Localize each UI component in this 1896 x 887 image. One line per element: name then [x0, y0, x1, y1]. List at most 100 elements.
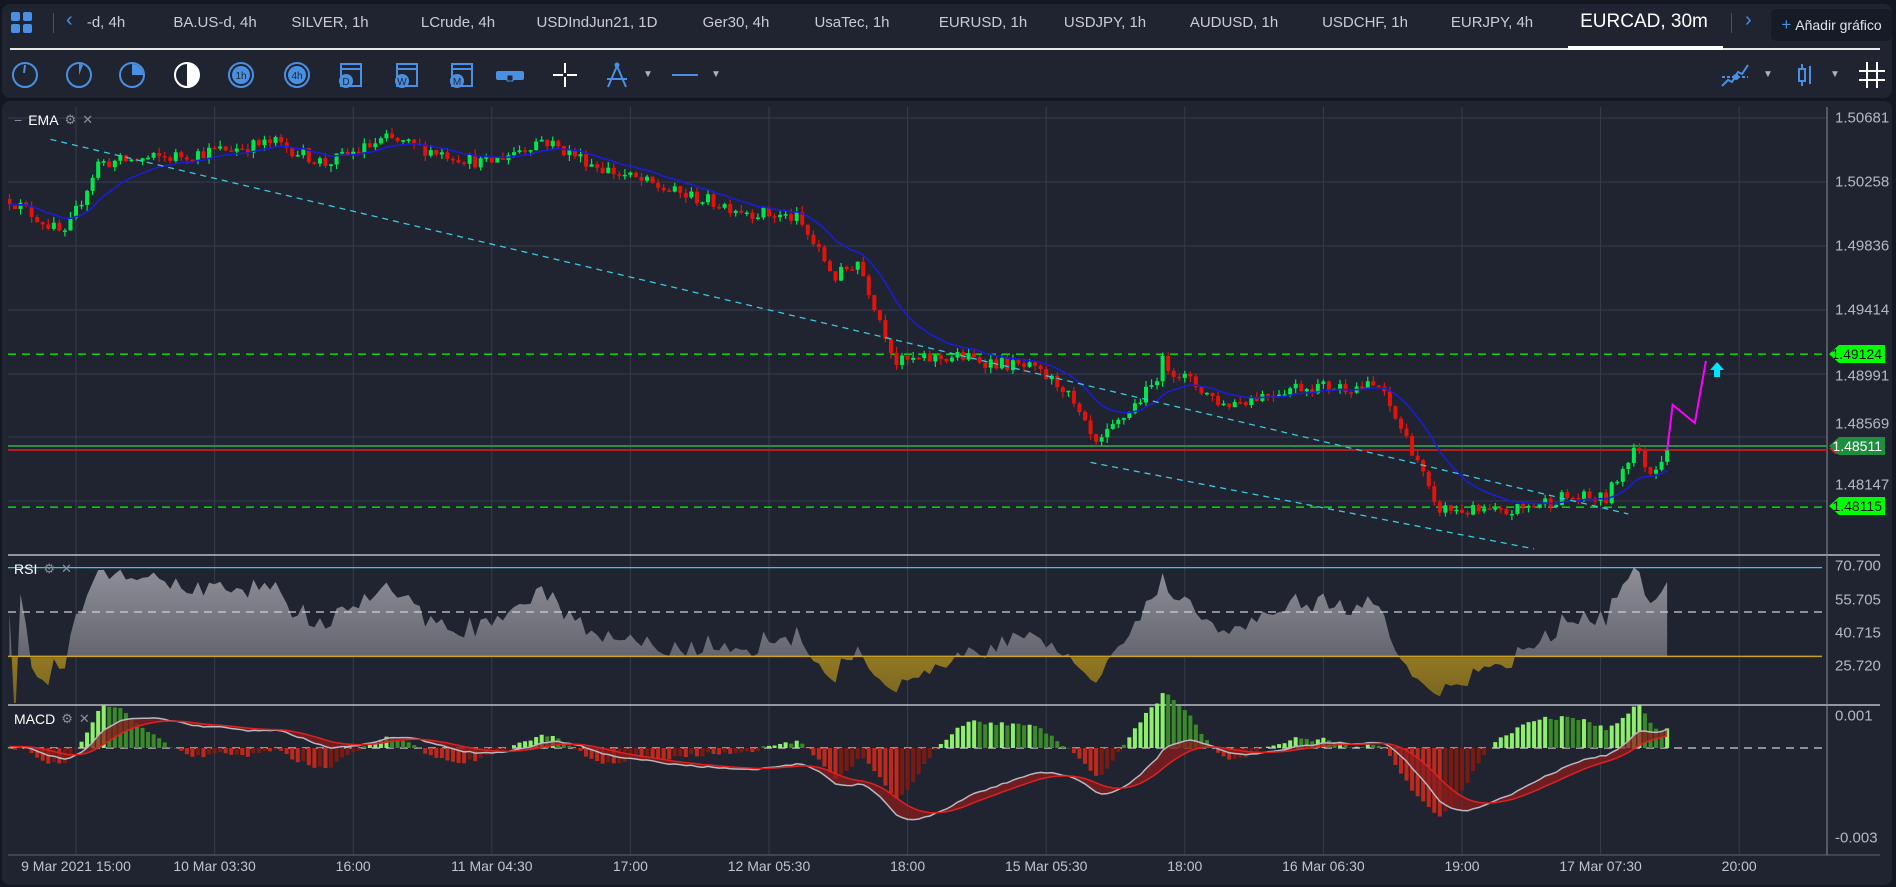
1h-clock-icon[interactable]: 1h — [226, 60, 256, 90]
candle-body — [550, 140, 555, 147]
daily-calendar-icon[interactable]: D — [335, 60, 365, 90]
tabs-scroll-left-chevron-icon[interactable]: ‹ — [66, 9, 73, 31]
candle-body — [462, 162, 467, 164]
macd-histogram-bar — [1143, 712, 1148, 748]
tab-symbol[interactable]: USDCHF, 1h — [1322, 14, 1408, 31]
candle-body — [295, 155, 300, 157]
close-icon[interactable]: ✕ — [78, 711, 90, 726]
macd-histogram-bar — [295, 748, 300, 763]
macd-histogram-bar — [1088, 748, 1093, 771]
macd-histogram-bar — [467, 748, 472, 760]
tabs-scroll-right-chevron-icon[interactable]: › — [1745, 9, 1752, 31]
grid-icon[interactable] — [1857, 60, 1887, 90]
candle-body — [700, 202, 705, 204]
5m-clock-icon[interactable] — [117, 60, 147, 90]
candle-body — [1349, 392, 1354, 394]
add-chart-button[interactable]: + Añadir gráfico — [1771, 9, 1892, 41]
macd-histogram-bar — [90, 722, 95, 748]
tab-symbol[interactable]: BA.US-d, 4h — [173, 14, 257, 31]
time-tick: 20:00 — [1721, 858, 1757, 874]
candle-body — [101, 161, 106, 163]
monthly-calendar-icon[interactable]: M — [446, 60, 476, 90]
macd-histogram-bar — [528, 740, 533, 748]
candle-type-dropdown-caret-icon[interactable]: ▼ — [1830, 69, 1840, 80]
tab-symbol[interactable]: UsaTec, 1h — [814, 14, 890, 31]
candle-body — [240, 148, 245, 150]
drawing-dropdown-caret-icon[interactable]: ▼ — [643, 69, 653, 80]
tab-symbol[interactable]: -d, 4h — [86, 14, 126, 31]
tab-symbol[interactable]: EURJPY, 4h — [1450, 14, 1534, 31]
tab-symbol-active[interactable]: EURCAD, 30m — [1580, 11, 1708, 32]
macd-histogram-bar — [251, 748, 256, 754]
macd-histogram-bar — [1149, 707, 1154, 748]
candle-body — [1443, 505, 1448, 513]
macd-histogram-bar — [656, 748, 661, 759]
indicators-dropdown-caret-icon[interactable]: ▼ — [1763, 69, 1773, 80]
current-price-tag: 1.48511 — [1829, 437, 1885, 455]
macd-histogram-bar — [905, 748, 910, 790]
candle-type-icon[interactable] — [1790, 60, 1820, 90]
tab-symbol[interactable]: Ger30, 4h — [702, 14, 770, 31]
macd-histogram-bar — [633, 748, 638, 760]
candle-body — [983, 362, 988, 368]
macd-histogram-bar — [584, 748, 589, 757]
layout-grid-icon[interactable] — [11, 12, 33, 34]
candle-body — [1642, 450, 1647, 468]
macd-histogram-bar — [168, 747, 173, 748]
1m-clock-icon[interactable] — [64, 60, 94, 90]
tab-symbol[interactable]: USDIndJun21, 1D — [536, 14, 658, 31]
close-icon[interactable]: ✕ — [82, 112, 94, 127]
tab-symbol[interactable]: USDJPY, 1h — [1063, 14, 1147, 31]
candle-body — [761, 207, 766, 218]
macd-histogram-bar — [872, 748, 877, 772]
range-icon[interactable] — [495, 60, 525, 90]
candle-body — [733, 210, 738, 213]
indicators-icon[interactable] — [1720, 60, 1750, 90]
macd-histogram-bar — [1454, 748, 1459, 799]
candle-body — [1160, 356, 1165, 382]
price-level-tag[interactable]: 1.49124 — [1829, 345, 1885, 363]
price-level-tag[interactable]: 1.48115 — [1829, 497, 1885, 515]
30m-clock-icon[interactable] — [172, 60, 202, 90]
candle-body — [1648, 467, 1653, 474]
candle-body — [207, 147, 212, 159]
macd-histogram-bar — [134, 723, 139, 748]
settings-gear-icon[interactable]: ⚙ — [64, 112, 77, 127]
tab-symbol[interactable]: AUDUSD, 1h — [1189, 14, 1279, 31]
macd-histogram-bar — [534, 737, 539, 748]
tab-symbol[interactable]: EURUSD, 1h — [938, 14, 1028, 31]
macd-histogram-bar — [1216, 748, 1221, 753]
candle-body — [1509, 513, 1514, 516]
compass-drawing-icon[interactable] — [602, 60, 632, 90]
tab-symbol[interactable]: SILVER, 1h — [291, 14, 369, 31]
close-icon[interactable]: ✕ — [61, 561, 72, 576]
macd-histogram-bar — [717, 748, 722, 755]
4h-clock-icon[interactable]: 4h — [282, 60, 312, 90]
line-style-icon[interactable] — [670, 60, 700, 90]
candle-body — [811, 234, 816, 245]
candle-body — [977, 356, 982, 363]
macd-histogram-bar — [1576, 720, 1581, 748]
candle-body — [62, 230, 67, 232]
candle-body — [1060, 387, 1065, 393]
candle-body — [478, 158, 483, 168]
tick-chart-icon[interactable] — [10, 60, 40, 90]
candle-body — [833, 271, 838, 281]
candle-body — [850, 269, 855, 271]
weekly-calendar-icon[interactable]: W — [391, 60, 421, 90]
collapse-minus-icon[interactable]: − — [14, 112, 23, 128]
candle-body — [1343, 384, 1348, 393]
tab-symbol[interactable]: LCrude, 4h — [420, 14, 496, 31]
macd-histogram-bar — [661, 748, 666, 760]
settings-gear-icon[interactable]: ⚙ — [43, 561, 55, 576]
crosshair-icon[interactable] — [550, 60, 580, 90]
settings-gear-icon[interactable]: ⚙ — [61, 711, 73, 726]
candle-body — [412, 139, 417, 144]
line-style-dropdown-caret-icon[interactable]: ▼ — [711, 69, 721, 80]
macd-histogram-bar — [240, 748, 245, 756]
macd-histogram-bar — [462, 748, 467, 764]
macd-histogram-bar — [1010, 723, 1015, 748]
macd-histogram-bar — [877, 748, 882, 778]
candle-body — [1581, 491, 1586, 500]
